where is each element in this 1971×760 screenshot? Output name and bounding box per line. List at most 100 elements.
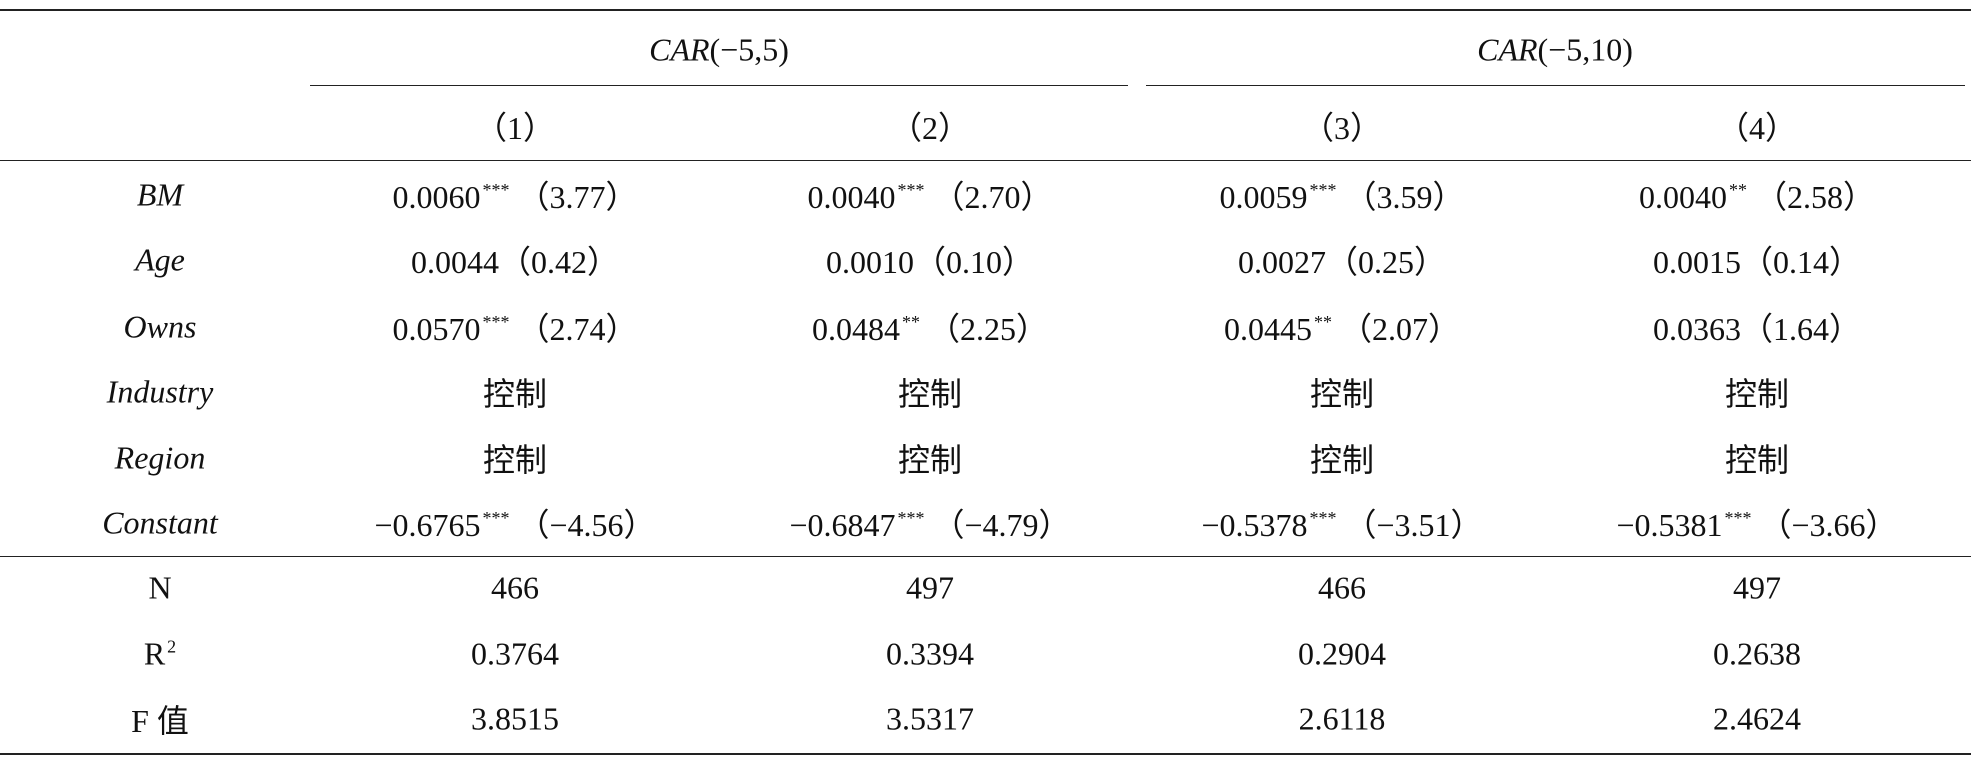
coefficient: 控制 [1309, 376, 1375, 412]
t-statistic: （−4.56） [517, 507, 656, 543]
row-label-text: Region [114, 439, 206, 476]
t-statistic: （−3.51） [1344, 507, 1483, 543]
coefficient: −0.6765 [374, 507, 481, 543]
coefficient: 控制 [897, 442, 963, 478]
stat-value: 0.2904 [1298, 635, 1386, 672]
stat-cell: 3.5317 [886, 701, 974, 738]
stat-value: 0.2638 [1713, 635, 1801, 672]
significance: ** [1728, 180, 1747, 200]
significance: ** [901, 312, 920, 332]
row-label: Owns [124, 309, 197, 346]
coefficient: 控制 [482, 376, 548, 412]
column-label: （1） [474, 110, 556, 146]
stat-label-text: N [148, 569, 172, 606]
column-header: （2） [890, 103, 970, 149]
coefficient: 控制 [1309, 442, 1375, 478]
row-label-text: Owns [123, 308, 197, 345]
coefficient: 控制 [1724, 442, 1790, 478]
coefficient: 控制 [897, 376, 963, 412]
table-cell: 0.0040 *** （2.70） [807, 172, 1052, 218]
table-cell: 0.0015（0.14） [1653, 237, 1861, 283]
t-statistic: （−4.79） [932, 507, 1071, 543]
coefficient: 0.0040 [807, 179, 896, 215]
coefficient: 0.0445 [1223, 311, 1312, 347]
group-range: (−5,10) [1537, 31, 1633, 68]
significance: *** [482, 508, 510, 528]
t-statistic: （0.10） [913, 244, 1035, 280]
t-statistic: （2.70） [932, 179, 1053, 215]
t-statistic: （2.74） [517, 311, 638, 347]
coefficient: 控制 [482, 442, 548, 478]
significance: ** [1313, 312, 1332, 332]
table-cell: 控制 [483, 435, 547, 481]
stat-cell: 2.4624 [1713, 701, 1801, 738]
column-label: （3） [1301, 110, 1383, 146]
t-statistic: （2.58） [1754, 179, 1876, 215]
stat-cell: 0.2638 [1713, 636, 1801, 673]
coefficient: 控制 [1724, 376, 1790, 412]
t-statistic: （0.14） [1740, 244, 1862, 280]
table-cell: 0.0484 ** （2.25） [812, 304, 1048, 350]
stat-value: 466 [491, 569, 539, 606]
t-statistic: （3.77） [517, 179, 638, 215]
coefficient: 0.0484 [811, 311, 900, 347]
table-cell: 控制 [1725, 435, 1789, 481]
stat-label: N [148, 570, 171, 607]
column-header: （4） [1717, 103, 1797, 149]
stat-cell: 466 [1318, 570, 1366, 607]
significance: *** [482, 180, 510, 200]
table-cell: 控制 [483, 369, 547, 415]
t-statistic: （2.25） [927, 311, 1049, 347]
stat-cell: 497 [1733, 570, 1781, 607]
stat-value: 2.4624 [1713, 700, 1801, 737]
table-cell: 控制 [1310, 369, 1374, 415]
coefficient: 0.0010 [825, 244, 914, 280]
column-header: （1） [475, 103, 555, 149]
stat-value: 466 [1318, 569, 1366, 606]
stats-rule [0, 556, 1971, 557]
stat-cell: 0.3394 [886, 636, 974, 673]
significance: *** [1724, 508, 1752, 528]
stat-value: 497 [906, 569, 954, 606]
column-label: （4） [1716, 110, 1798, 146]
significance: *** [1309, 508, 1337, 528]
group-header: CAR(−5,10) [1477, 32, 1633, 69]
group-italic: CAR [649, 31, 710, 68]
coefficient: 0.0363 [1652, 311, 1741, 347]
stat-cell: 497 [906, 570, 954, 607]
group-rule [310, 85, 1128, 86]
bottom-rule [0, 753, 1971, 755]
stat-label-text: F 值 [131, 703, 189, 739]
table-cell: −0.5381 *** （−3.66） [1616, 500, 1897, 546]
t-statistic: （0.42） [498, 244, 620, 280]
stat-label-text: R [143, 635, 166, 672]
significance: *** [897, 180, 925, 200]
table-cell: 控制 [898, 435, 962, 481]
t-statistic: （0.25） [1325, 244, 1447, 280]
column-label: （2） [889, 110, 971, 146]
table-cell: 0.0363（1.64） [1653, 304, 1861, 350]
table-cell: 控制 [898, 369, 962, 415]
coefficient: 0.0015 [1652, 244, 1741, 280]
group-range: (−5,5) [709, 31, 789, 68]
table-cell: 控制 [1725, 369, 1789, 415]
row-label: Age [135, 242, 185, 279]
row-label-text: Constant [102, 504, 218, 541]
stat-cell: 0.3764 [471, 636, 559, 673]
coefficient: −0.5381 [1616, 507, 1723, 543]
table-cell: 0.0060 *** （3.77） [392, 172, 637, 218]
t-statistic: （3.59） [1344, 179, 1465, 215]
stat-value: 3.5317 [886, 700, 974, 737]
header-rule [0, 160, 1971, 161]
group-italic: CAR [1477, 31, 1538, 68]
stat-cell: 3.8515 [471, 701, 559, 738]
significance: *** [482, 312, 510, 332]
row-label-text: Industry [106, 373, 214, 410]
stat-value: 3.8515 [471, 700, 559, 737]
coefficient: −0.5378 [1201, 507, 1308, 543]
stat-cell: 0.2904 [1298, 636, 1386, 673]
t-statistic: （2.07） [1339, 311, 1461, 347]
table-cell: 0.0010（0.10） [826, 237, 1034, 283]
coefficient: 0.0570 [392, 311, 481, 347]
row-label-text: Age [135, 241, 185, 278]
